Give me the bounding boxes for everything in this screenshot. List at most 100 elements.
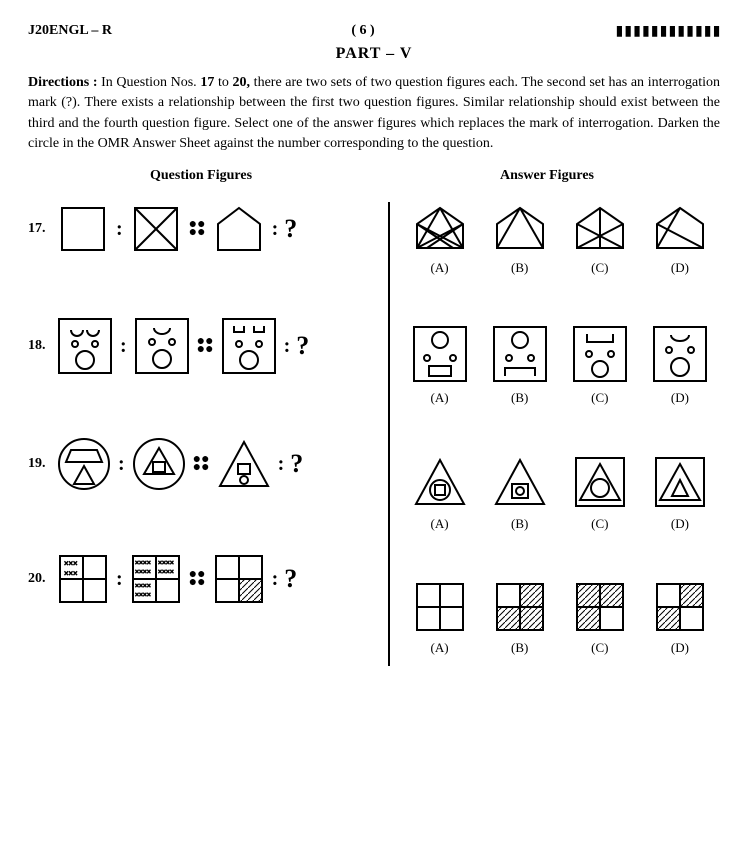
double-colon-icon: ●●●● <box>189 221 206 238</box>
question-mark-icon: ? <box>284 214 297 244</box>
colon-icon: : <box>278 454 285 474</box>
answer-row: (A) (B) <box>400 580 721 656</box>
directions-text: Directions : In Question Nos. 17 to 20, … <box>28 73 720 154</box>
answer-option[interactable]: (B) <box>491 324 549 406</box>
answer-option[interactable]: (C) <box>571 202 629 276</box>
question-number: 20. <box>28 571 56 587</box>
q17-fig3-pentagon-icon <box>212 202 266 256</box>
answer-row: (A) (B) (C) <box>400 202 721 276</box>
answer-label: (A) <box>431 260 449 276</box>
answer-option[interactable]: (A) <box>411 202 469 276</box>
svg-text:××××: ×××× <box>158 559 174 567</box>
answer-label: (A) <box>431 390 449 406</box>
question-row: 18. : ●●●● <box>28 316 378 376</box>
question-mark-icon: ? <box>290 449 303 479</box>
answer-label: (A) <box>431 640 449 656</box>
question-figures-header: Question Figures <box>28 168 374 184</box>
q20-fig3-icon <box>212 552 266 606</box>
colon-icon: : <box>272 219 279 239</box>
q19-fig3-icon <box>216 436 272 492</box>
svg-text:××××: ×××× <box>135 568 151 576</box>
q20-ans-b-icon <box>493 580 547 634</box>
q18-ans-a-icon <box>411 324 469 384</box>
answer-option[interactable]: (C) <box>573 580 627 656</box>
q20-ans-a-icon <box>413 580 467 634</box>
svg-text:××××: ×××× <box>135 559 151 567</box>
answer-label: (D) <box>671 260 689 276</box>
question-figure-set: : ●●●● : ? <box>56 316 309 376</box>
answer-option[interactable]: (B) <box>492 454 548 532</box>
barcode: ▮▮▮▮▮▮▮▮▮▮▮▮ <box>614 20 720 41</box>
answer-figures-header: Answer Figures <box>374 168 720 184</box>
q19-fig2-icon <box>131 436 187 492</box>
answer-option[interactable]: (D) <box>651 324 709 406</box>
column-headers: Question Figures Answer Figures <box>28 168 720 184</box>
answer-option[interactable]: (B) <box>491 202 549 276</box>
question-row: 19. : ●●●● : <box>28 436 378 492</box>
answer-option[interactable]: (B) <box>493 580 547 656</box>
answer-label: (D) <box>671 640 689 656</box>
colon-icon: : <box>120 336 127 356</box>
q20-ans-d-icon <box>653 580 707 634</box>
answer-label: (A) <box>431 516 449 532</box>
question-figure-set: ×××××× : ×××××××× ×××××××× ×××××××× ●●●● <box>56 552 297 606</box>
question-mark-icon: ? <box>296 331 309 361</box>
answer-label: (B) <box>511 260 528 276</box>
q17-ans-a-icon <box>411 202 469 254</box>
question-number: 18. <box>28 338 56 354</box>
colon-icon: : <box>272 569 279 589</box>
double-colon-icon: ●●●● <box>197 338 214 355</box>
answer-option[interactable]: (D) <box>653 580 707 656</box>
answer-label: (D) <box>671 516 689 532</box>
answer-option[interactable]: (C) <box>571 324 629 406</box>
colon-icon: : <box>116 219 123 239</box>
answer-label: (C) <box>591 516 608 532</box>
colon-icon: : <box>116 569 123 589</box>
answer-label: (C) <box>591 390 608 406</box>
q19-ans-d-icon <box>652 454 708 510</box>
q17-ans-b-icon <box>491 202 549 254</box>
exam-code: J20ENGL – R <box>28 23 112 39</box>
q19-ans-c-icon <box>572 454 628 510</box>
page-header: J20ENGL – R ( 6 ) ▮▮▮▮▮▮▮▮▮▮▮▮ <box>28 20 720 41</box>
answer-option[interactable]: (A) <box>413 580 467 656</box>
answer-label: (C) <box>591 260 608 276</box>
q20-ans-c-icon <box>573 580 627 634</box>
double-colon-icon: ●●●● <box>193 456 210 473</box>
part-title: PART – V <box>28 45 720 63</box>
q17-ans-d-icon <box>651 202 709 254</box>
answer-label: (B) <box>511 390 528 406</box>
answer-option[interactable]: (D) <box>652 454 708 532</box>
q18-fig2-icon <box>133 316 191 376</box>
question-number: 17. <box>28 221 56 237</box>
double-colon-icon: ●●●● <box>189 571 206 588</box>
answer-label: (B) <box>511 640 528 656</box>
answer-option[interactable]: (C) <box>572 454 628 532</box>
answer-label: (C) <box>591 640 608 656</box>
q18-fig1-icon <box>56 316 114 376</box>
q20-fig1-icon: ×××××× <box>56 552 110 606</box>
answer-option[interactable]: (A) <box>411 324 469 406</box>
answer-column: (A) (B) (C) <box>390 202 721 666</box>
answer-row: (A) (B) (C) <box>400 454 721 532</box>
svg-text:×××: ××× <box>64 559 78 568</box>
svg-text:×××: ××× <box>64 569 78 578</box>
svg-text:××××: ×××× <box>158 568 174 576</box>
q19-fig1-icon <box>56 436 112 492</box>
svg-text:××××: ×××× <box>135 591 151 599</box>
question-row: 17. : ●●●● : ? <box>28 202 378 256</box>
answer-option[interactable]: (D) <box>651 202 709 276</box>
question-column: 17. : ●●●● : ? 18. <box>28 202 388 666</box>
question-figure-set: : ●●●● : ? <box>56 436 303 492</box>
answer-label: (B) <box>511 516 528 532</box>
question-number: 19. <box>28 456 56 472</box>
colon-icon: : <box>118 454 125 474</box>
svg-text:××××: ×××× <box>135 582 151 590</box>
q18-ans-b-icon <box>491 324 549 384</box>
question-figure-set: : ●●●● : ? <box>56 202 297 256</box>
q18-fig3-icon <box>220 316 278 376</box>
answer-option[interactable]: (A) <box>412 454 468 532</box>
questions-container: 17. : ●●●● : ? 18. <box>28 202 720 666</box>
page-number: ( 6 ) <box>351 23 374 39</box>
q19-ans-b-icon <box>492 454 548 510</box>
